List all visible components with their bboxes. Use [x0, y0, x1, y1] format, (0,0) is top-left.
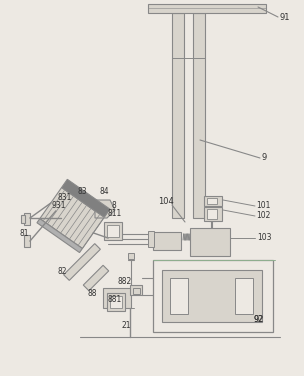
Polygon shape: [95, 200, 115, 218]
Text: 88: 88: [88, 290, 98, 299]
Text: 84: 84: [100, 188, 110, 197]
Bar: [170, 278, 188, 314]
Bar: [103, 288, 131, 308]
Text: 881: 881: [107, 294, 121, 303]
Bar: [128, 253, 134, 259]
Text: 882: 882: [118, 277, 132, 287]
Bar: [193, 13, 205, 218]
Bar: [172, 13, 184, 218]
Bar: [153, 260, 273, 332]
Text: 831: 831: [58, 194, 72, 203]
Text: 8: 8: [112, 200, 117, 209]
Text: 811: 811: [108, 209, 122, 217]
Text: 92: 92: [254, 315, 264, 324]
Bar: [153, 232, 181, 250]
Text: 101: 101: [256, 202, 270, 211]
Bar: [204, 207, 222, 221]
Bar: [235, 278, 253, 314]
Text: 103: 103: [257, 233, 271, 243]
Bar: [107, 293, 125, 311]
Bar: [110, 296, 122, 308]
Bar: [207, 209, 217, 219]
Bar: [207, 198, 217, 204]
Bar: [21, 215, 25, 223]
Polygon shape: [62, 179, 110, 217]
Text: 91: 91: [280, 12, 291, 21]
Bar: [130, 285, 142, 295]
Polygon shape: [40, 188, 104, 249]
Bar: [148, 231, 154, 247]
Bar: [204, 196, 222, 206]
Polygon shape: [83, 265, 109, 291]
Polygon shape: [37, 219, 82, 253]
Bar: [133, 288, 140, 294]
Bar: [148, 4, 266, 13]
Bar: [104, 222, 122, 240]
Text: 82: 82: [57, 267, 67, 276]
Bar: [190, 228, 230, 256]
Bar: [24, 235, 30, 247]
Text: 83: 83: [78, 186, 88, 196]
Text: 81: 81: [19, 229, 29, 238]
Text: 92: 92: [254, 315, 264, 324]
Text: 102: 102: [256, 211, 270, 220]
Text: 931: 931: [52, 200, 67, 209]
Text: 104: 104: [158, 197, 174, 206]
Bar: [107, 225, 119, 237]
Polygon shape: [64, 244, 100, 280]
Text: 9: 9: [262, 153, 267, 162]
Bar: [24, 213, 30, 225]
Bar: [162, 270, 262, 322]
Text: 21: 21: [122, 321, 132, 331]
